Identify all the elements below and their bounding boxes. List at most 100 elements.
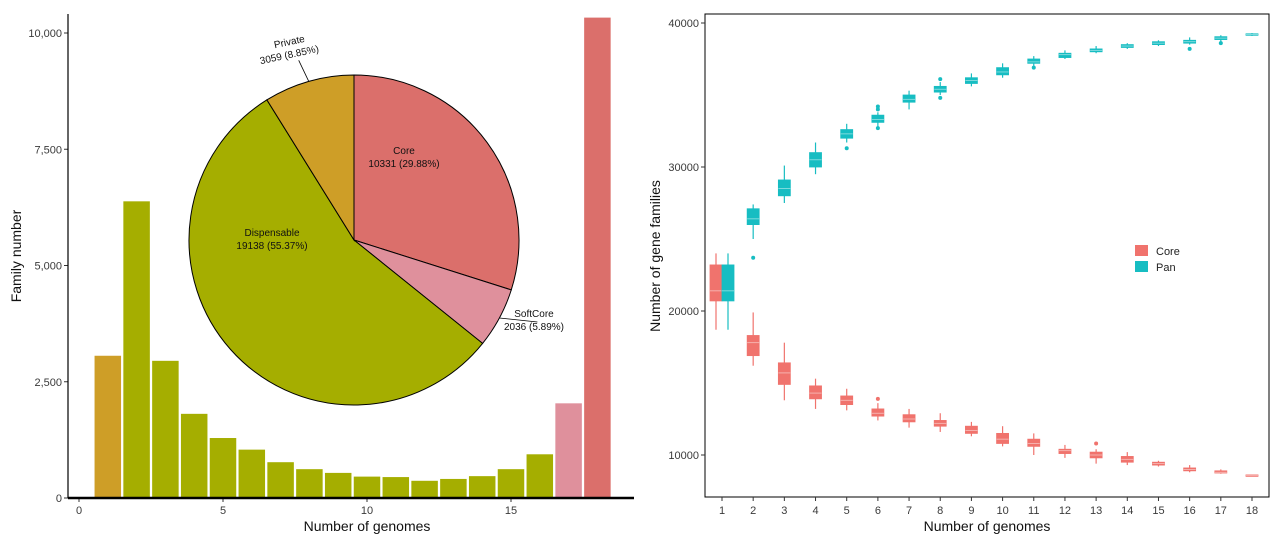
core-box-5 <box>840 388 854 411</box>
pie-slice-core <box>353 74 520 291</box>
right-x-tick-label: 6 <box>875 505 881 517</box>
left-y-axis-title: Family number <box>8 209 24 302</box>
right-x-ticks: 1 2 3 4 5 6 7 8 9 10 11 12 13 14 15 16 17 18 <box>719 497 1258 517</box>
right-y-tick-label: 30000 <box>668 162 699 174</box>
right-x-tick-label: 15 <box>1152 505 1164 517</box>
left-y-tick-label: 5,000 <box>34 261 62 273</box>
bar-11 <box>382 477 410 498</box>
core-box-17 <box>1214 469 1228 474</box>
right-y-axis-title: Number of gene families <box>647 180 663 332</box>
core-box-3 <box>777 342 791 401</box>
core-box-8 <box>933 413 947 432</box>
core-box-4 <box>809 378 822 409</box>
right-x-tick-label: 5 <box>844 505 850 517</box>
right-x-tick-label: 4 <box>812 505 818 517</box>
pan-outlier <box>938 95 943 100</box>
legend-label-pan: Pan <box>1156 262 1176 274</box>
legend: Core Pan <box>1135 245 1180 274</box>
core-box-body <box>777 362 791 385</box>
pan-box-6 <box>871 104 885 131</box>
pan-outlier <box>1187 46 1192 51</box>
bar-3 <box>152 360 179 498</box>
right-x-tick-label: 9 <box>968 505 974 517</box>
left-y-ticks: 0 2,500 5,000 7,500 10,000 <box>28 28 68 505</box>
pan-box-body <box>721 264 735 302</box>
bar-7 <box>267 462 294 498</box>
pan-outlier <box>844 146 849 151</box>
bar-12 <box>411 480 438 498</box>
pan-box-body <box>1027 58 1041 64</box>
core-box-body <box>709 264 723 302</box>
right-x-tick-label: 1 <box>719 505 725 517</box>
pan-box-8 <box>933 77 947 100</box>
pan-box-body <box>996 67 1009 76</box>
core-outlier <box>875 396 880 401</box>
bar-2 <box>123 201 150 498</box>
pan-box-15 <box>1152 40 1165 47</box>
pan-box-16 <box>1183 37 1197 51</box>
pie-label-softcore: SoftCore <box>514 309 554 320</box>
core-box-18 <box>1245 474 1259 477</box>
core-box-14 <box>1120 452 1134 466</box>
core-box-body <box>1058 448 1072 454</box>
pan-box-4 <box>809 142 822 175</box>
pie-slice-private <box>266 74 355 242</box>
bar-16 <box>526 454 554 498</box>
pie-slice-dispensable <box>188 99 484 406</box>
pie-leader-private <box>298 60 310 82</box>
pie-label-core: Core <box>393 146 415 157</box>
pan-box-17 <box>1214 35 1228 46</box>
pan-box-body <box>746 208 760 225</box>
pan-box-12 <box>1058 50 1072 59</box>
core-box-body <box>746 335 760 357</box>
left-panel-bar-chart: 0 2,500 5,000 7,500 10,000 0 5 10 15 Number of … <box>8 14 634 534</box>
pan-box-11 <box>1027 56 1041 70</box>
pan-box-3 <box>777 165 791 203</box>
bar-13 <box>440 478 467 498</box>
pan-box-body <box>871 114 885 123</box>
bar-9 <box>324 472 352 498</box>
right-x-tick-label: 7 <box>906 505 912 517</box>
core-box-11 <box>1027 433 1041 455</box>
pan-box-18 <box>1245 33 1259 36</box>
left-y-tick-label: 2,500 <box>34 377 62 389</box>
pan-outlier <box>1218 41 1223 46</box>
right-x-tick-label: 12 <box>1059 505 1071 517</box>
core-box-10 <box>996 426 1009 447</box>
left-x-tick-label: 0 <box>76 505 82 517</box>
pie-leader-softcore <box>499 317 538 323</box>
right-x-tick-label: 16 <box>1184 505 1196 517</box>
right-y-tick-label: 20000 <box>668 306 699 318</box>
bar-8 <box>296 469 323 498</box>
right-x-tick-label: 13 <box>1090 505 1102 517</box>
bar-18 <box>584 17 611 499</box>
core-box-9 <box>965 421 978 437</box>
right-x-tick-label: 17 <box>1215 505 1227 517</box>
bar-15 <box>497 469 525 498</box>
right-y-ticks: 10000 20000 30000 40000 <box>668 18 705 462</box>
left-y-tick-label: 7,500 <box>34 144 62 156</box>
core-box-7 <box>902 408 916 428</box>
pan-outlier <box>875 107 880 112</box>
core-box-1 <box>709 253 723 330</box>
pan-box-1 <box>721 253 735 330</box>
pan-box-2 <box>746 204 760 260</box>
bar-4 <box>180 413 208 498</box>
pan-box-9 <box>965 73 978 87</box>
histogram-bars <box>94 17 611 499</box>
left-x-tick-label: 10 <box>361 505 373 517</box>
pan-outlier <box>875 126 880 131</box>
pan-box-14 <box>1120 43 1134 49</box>
pan-box-body <box>777 179 791 197</box>
box-series <box>709 33 1259 477</box>
bar-17 <box>555 403 582 498</box>
bar-6 <box>238 449 266 498</box>
core-box-15 <box>1152 460 1165 467</box>
right-y-tick-label: 40000 <box>668 18 699 30</box>
pan-box-7 <box>902 90 916 110</box>
left-x-tick-label: 15 <box>505 505 517 517</box>
right-x-tick-label: 10 <box>996 505 1008 517</box>
right-x-tick-label: 8 <box>937 505 943 517</box>
